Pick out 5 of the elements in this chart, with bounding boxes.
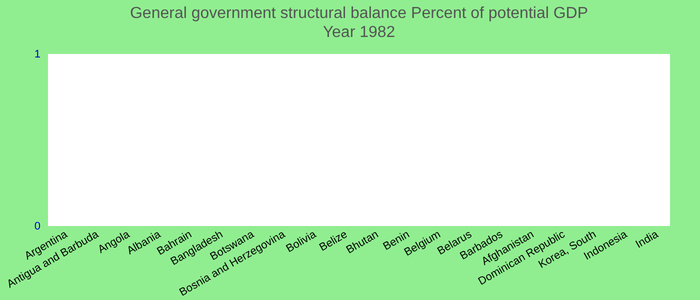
y-tick-label: 0: [34, 220, 40, 232]
chart-title: General government structural balance Percent of potential GDP: [130, 5, 588, 22]
y-tick-label: 1: [34, 48, 40, 60]
x-tick-label: India: [634, 228, 662, 251]
chart-subtitle: Year 1982: [322, 24, 396, 41]
